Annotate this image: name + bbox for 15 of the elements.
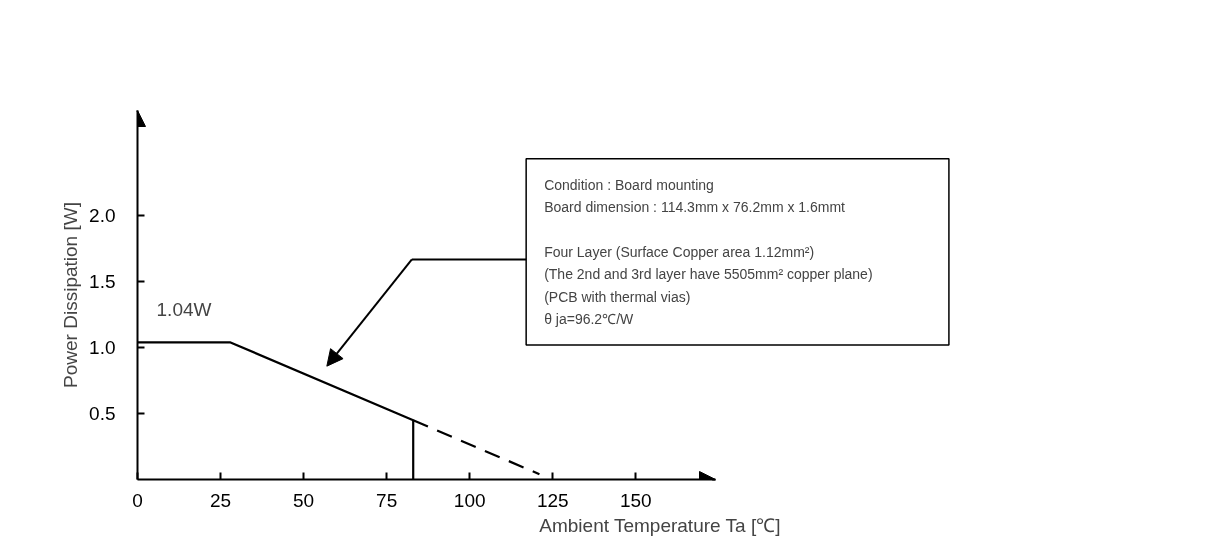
y-tick-label: 1.5 [89,271,116,293]
x-tick-label: 50 [293,489,315,511]
y-tick-label: 2.0 [89,205,116,227]
y-axis-title: Power Dissipation [W] [60,202,82,388]
x-tick-label: 150 [619,489,652,511]
x-tick-label: 75 [376,489,398,511]
x-tick-label: 25 [209,489,232,511]
annotation: 1.04W [156,299,212,321]
x-axis-title: Ambient Temperature Ta [℃] [539,514,781,536]
text: Condition : Board mounting Board dimension : 114.3mm x 76.2mm x 1.6mmt Four Layer (Surface Copper area 1.12mm²) (The 2nd and 3rd layer have 5505mm² copper plane) (PCB with thermal vias) θ ja=96.2℃/W [544,176,873,328]
x-tick-label: 100 [453,489,486,511]
x-tick-label: 125 [536,489,569,511]
y-tick-label: 1.0 [89,337,116,359]
x-tick-label: 0 [132,489,143,511]
y-tick-label: 0.5 [89,403,116,425]
